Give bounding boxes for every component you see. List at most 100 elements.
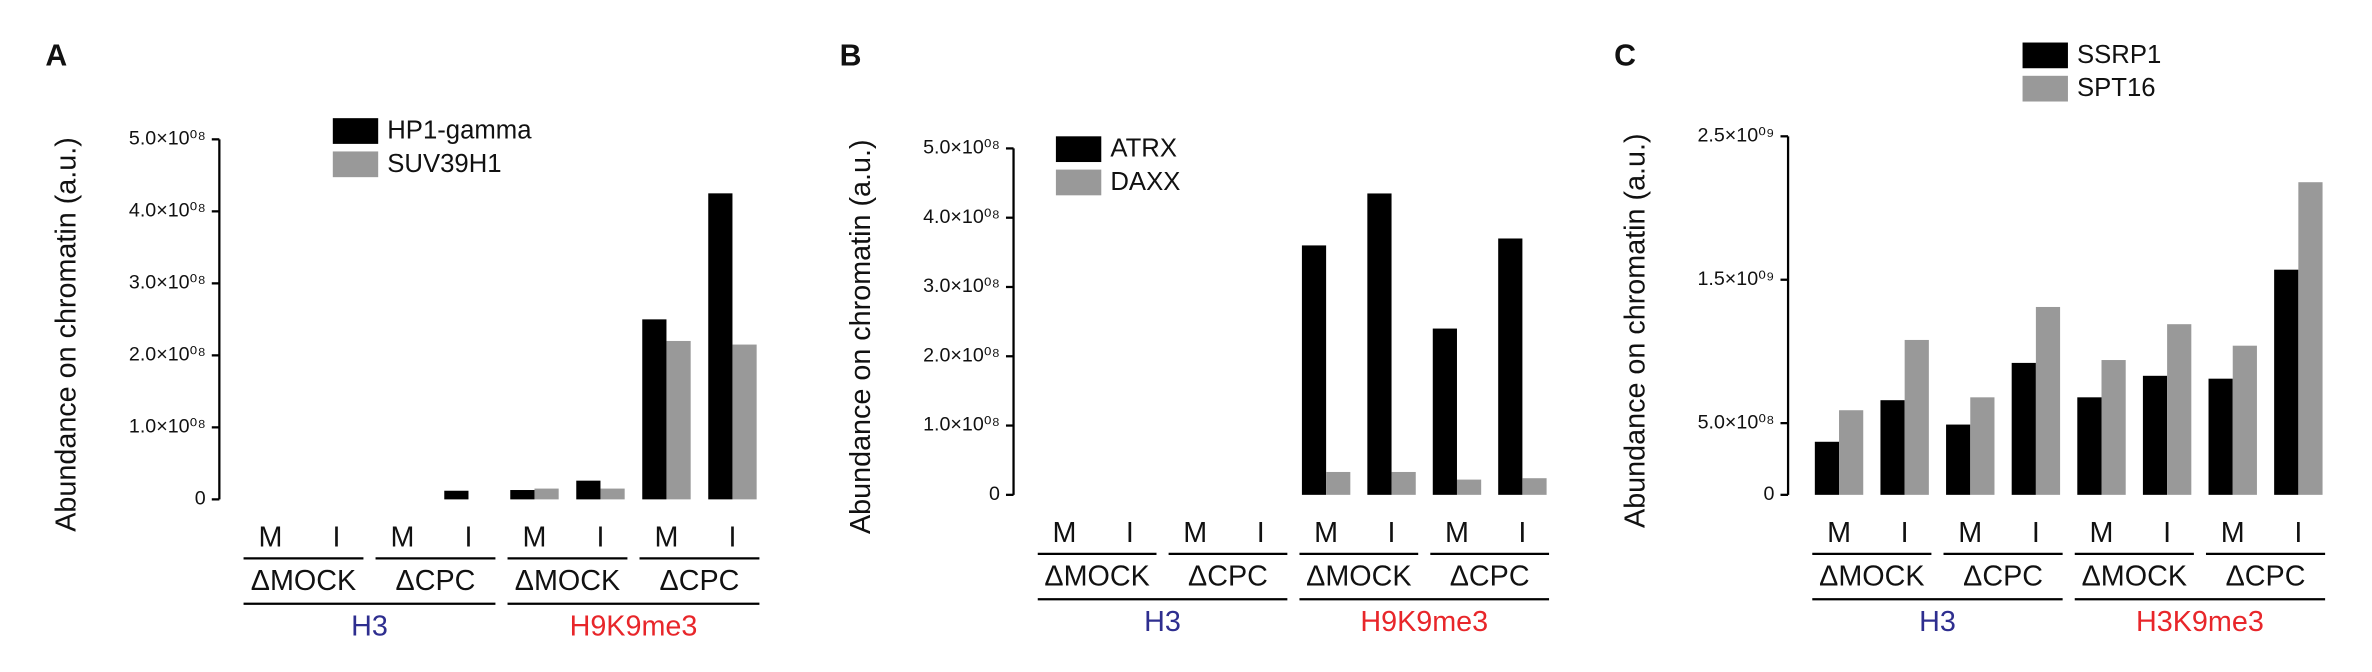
- bar: [2298, 182, 2323, 495]
- x-tick-label: M: [654, 521, 678, 553]
- bar: [1946, 424, 1971, 495]
- group-label: H3: [351, 611, 388, 643]
- subgroup-label: ΔMOCK: [1306, 561, 1411, 593]
- subgroup-label: ΔMOCK: [515, 565, 620, 597]
- subgroup-label: ΔCPC: [1188, 561, 1268, 593]
- bar: [534, 488, 559, 500]
- bar: [2167, 324, 2192, 495]
- bar: [1498, 238, 1523, 495]
- x-tick-label: I: [333, 521, 341, 553]
- bar: [2232, 345, 2257, 495]
- legend-swatch: [1055, 169, 1102, 196]
- y-tick-label: 3.0×10⁰⁸: [129, 272, 206, 294]
- subgroup-label: ΔCPC: [1450, 561, 1530, 593]
- bar: [2101, 360, 2126, 495]
- x-tick-label: M: [523, 521, 547, 553]
- x-tick-label: I: [2294, 517, 2302, 549]
- group-label: H9K9me3: [1360, 606, 1488, 638]
- bar: [1456, 479, 1482, 495]
- x-tick-label: I: [2032, 517, 2040, 549]
- subgroup-label: ΔMOCK: [2082, 561, 2187, 593]
- bar: [1391, 471, 1416, 495]
- x-tick-label: I: [1126, 517, 1134, 549]
- x-tick-label: I: [2163, 517, 2171, 549]
- x-tick-label: M: [2090, 517, 2114, 549]
- bar: [2208, 378, 2233, 495]
- y-tick-label: 1.0×10⁰⁸: [129, 416, 206, 438]
- bar: [2077, 397, 2102, 495]
- legend-swatch: [2022, 42, 2068, 69]
- group-label: H3: [1144, 606, 1181, 638]
- bar: [600, 488, 625, 500]
- legend-swatch: [1055, 136, 1102, 163]
- x-tick-label: I: [728, 521, 736, 553]
- bar: [576, 480, 601, 500]
- x-tick-label: M: [2221, 517, 2245, 549]
- bar: [444, 490, 469, 500]
- bar: [642, 319, 667, 500]
- x-tick-label: M: [1314, 517, 1338, 549]
- y-tick-label: 0: [1764, 483, 1775, 505]
- subgroup-label: ΔMOCK: [1044, 561, 1149, 593]
- x-tick-label: I: [596, 521, 604, 553]
- y-axis-label: Abundance on chromatin (a.u.): [1619, 133, 1651, 528]
- y-tick-label: 5.0×10⁰⁸: [923, 137, 1000, 159]
- bar: [1904, 339, 1929, 495]
- subgroup-label: ΔCPC: [2226, 561, 2306, 593]
- legend-swatch: [332, 151, 379, 178]
- x-tick-label: M: [391, 521, 415, 553]
- y-tick-label: 4.0×10⁰⁸: [129, 200, 206, 222]
- bar: [1522, 478, 1547, 495]
- x-tick-label: I: [1257, 517, 1265, 549]
- legend-label: SSRP1: [2077, 41, 2161, 69]
- y-tick-label: 2.0×10⁰⁸: [923, 344, 1000, 366]
- y-axis-label: Abundance on chromatin (a.u.): [51, 137, 83, 532]
- panel-label: B: [840, 40, 862, 73]
- group-label: H9K9me3: [570, 611, 698, 643]
- y-tick-label: 2.0×10⁰⁸: [129, 344, 206, 366]
- x-tick-label: M: [1958, 517, 1982, 549]
- bar: [1970, 397, 1995, 495]
- bar: [708, 193, 733, 500]
- bar: [1367, 193, 1392, 495]
- bar: [1880, 400, 1905, 495]
- bar: [2142, 375, 2168, 495]
- bar: [1814, 441, 1840, 495]
- x-tick-label: M: [1052, 517, 1076, 549]
- y-tick-label: 3.0×10⁰⁸: [923, 275, 1000, 297]
- legend-swatch: [332, 118, 379, 144]
- bar: [1839, 410, 1864, 495]
- subgroup-label: ΔCPC: [660, 565, 740, 597]
- subgroup-label: ΔMOCK: [251, 565, 356, 597]
- bar: [2035, 306, 2061, 495]
- legend-label: SPT16: [2077, 74, 2156, 102]
- group-label: H3: [1919, 606, 1956, 638]
- y-tick-label: 5.0×10⁰⁸: [129, 128, 206, 150]
- x-tick-label: I: [1388, 517, 1396, 549]
- subgroup-label: ΔMOCK: [1819, 561, 1924, 593]
- bar: [2274, 269, 2299, 495]
- bar: [1301, 245, 1327, 495]
- x-tick-label: M: [1183, 517, 1207, 549]
- y-axis-label: Abundance on chromatin (a.u.): [845, 139, 877, 534]
- x-tick-label: I: [1901, 517, 1909, 549]
- legend-label: ATRX: [1110, 135, 1177, 163]
- group-label: H3K9me3: [2136, 606, 2264, 638]
- bar: [732, 344, 757, 500]
- x-tick-label: M: [259, 521, 283, 553]
- panel-label: A: [45, 40, 67, 73]
- bar: [510, 490, 535, 500]
- subgroup-label: ΔCPC: [396, 565, 476, 597]
- legend-label: DAXX: [1110, 168, 1180, 196]
- bar: [1432, 328, 1457, 495]
- x-tick-label: I: [464, 521, 472, 553]
- y-tick-label: 0: [195, 488, 206, 510]
- subgroup-label: ΔCPC: [1963, 561, 2043, 593]
- bar: [1326, 471, 1351, 495]
- y-tick-label: 0: [989, 483, 1000, 505]
- bar: [666, 340, 691, 500]
- x-tick-label: I: [1518, 517, 1526, 549]
- legend-swatch: [2022, 75, 2068, 102]
